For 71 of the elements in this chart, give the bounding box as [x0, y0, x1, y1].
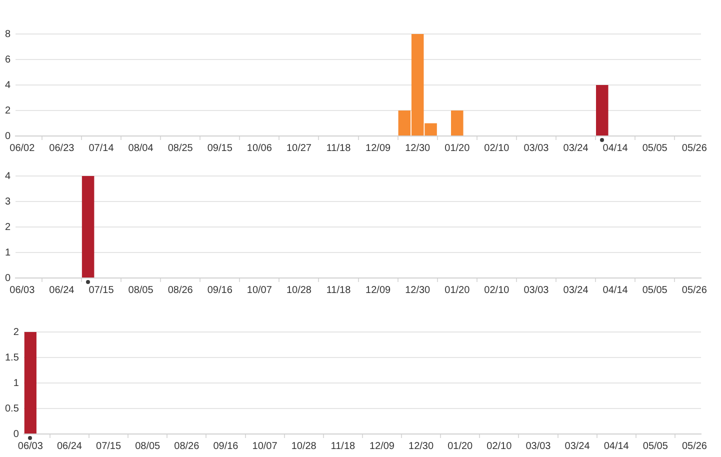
x-tick-label: 04/14 — [602, 142, 628, 154]
y-tick-label: 2 — [5, 222, 11, 233]
x-tick-label: 11/18 — [326, 142, 352, 154]
x-tick-label: 08/05 — [135, 440, 161, 452]
x-tick-label: 12/30 — [408, 440, 434, 452]
x-tick-label: 02/10 — [484, 284, 510, 296]
x-tick-label: 01/20 — [448, 440, 474, 452]
x-tick-label: 03/03 — [524, 284, 550, 296]
x-tick-label: 10/07 — [252, 440, 278, 452]
y-tick-label: 4 — [5, 170, 11, 182]
x-tick-label: 01/20 — [444, 284, 470, 296]
y-tick-label: 2 — [5, 105, 11, 116]
y-tick-label: 4 — [5, 80, 11, 91]
x-tick-label: 07/15 — [88, 284, 114, 296]
x-tick-label: 09/16 — [207, 284, 233, 296]
y-tick-label: 2 — [13, 326, 20, 338]
x-tick-label: 02/10 — [486, 440, 512, 452]
x-tick-label: 04/14 — [602, 284, 628, 296]
x-tick-label: 06/03 — [18, 440, 44, 452]
x-tick-label: 12/30 — [405, 142, 431, 154]
x-tick-label: 10/06 — [246, 142, 272, 154]
x-tick-label: 05/26 — [682, 284, 708, 296]
y-tick-label: 0 — [13, 428, 20, 440]
x-tick-label: 04/14 — [604, 440, 630, 452]
x-tick-label: 11/18 — [326, 284, 352, 296]
x-tick-label: 07/14 — [88, 142, 114, 154]
x-tick-label: 03/03 — [524, 142, 550, 154]
y-tick-label: 3 — [5, 196, 11, 208]
x-tick-label: 10/28 — [291, 440, 317, 452]
y-tick-label: 8 — [5, 28, 11, 40]
x-tick-label: 06/03 — [10, 284, 36, 296]
y-tick-label: 6 — [5, 54, 11, 66]
bar — [451, 110, 464, 136]
x-tick-label: 09/16 — [213, 440, 239, 452]
x-tick-label: 07/15 — [96, 440, 122, 452]
y-tick-label: 1 — [5, 247, 11, 258]
y-tick-label: 0 — [5, 272, 11, 284]
x-tick-label: 06/02 — [10, 142, 36, 154]
x-tick-label: 12/09 — [369, 440, 395, 452]
x-tick-label: 06/24 — [49, 284, 75, 296]
x-tick-label: 05/05 — [642, 284, 668, 296]
y-tick-label: 1.5 — [4, 352, 20, 364]
x-tick-label: 05/05 — [642, 142, 668, 154]
x-tick-label: 01/20 — [444, 142, 470, 154]
bar — [596, 85, 608, 136]
x-tick-label: 03/24 — [564, 440, 590, 452]
x-tick-label: 05/26 — [682, 440, 708, 452]
y-tick-label: 0 — [5, 130, 11, 142]
x-tick-label: 03/03 — [526, 440, 552, 452]
x-tick-label: 03/24 — [563, 284, 589, 296]
x-tick-label: 10/27 — [286, 142, 312, 154]
x-tick-label: 08/25 — [168, 142, 194, 154]
y-tick-label: 1 — [13, 378, 20, 389]
x-tick-label: 02/10 — [484, 142, 510, 154]
x-tick-label: 08/05 — [128, 284, 154, 296]
x-tick-label: 08/26 — [174, 440, 200, 452]
x-tick-label: 09/15 — [207, 142, 233, 154]
x-tick-label: 11/18 — [330, 440, 356, 452]
x-tick-label: 06/23 — [49, 142, 75, 154]
x-tick-label: 12/09 — [366, 284, 391, 296]
x-tick-label: 10/28 — [286, 284, 312, 296]
x-tick-label: 03/24 — [563, 142, 589, 154]
y-tick-label: 0.5 — [4, 403, 20, 414]
x-tick-label: 05/05 — [642, 440, 668, 452]
x-tick-label: 12/30 — [405, 284, 431, 296]
x-tick-label: 12/09 — [366, 142, 391, 154]
x-tick-label: 05/26 — [682, 142, 708, 154]
x-tick-label: 06/24 — [56, 440, 82, 452]
x-tick-label: 10/07 — [246, 284, 272, 296]
x-tick-label: 08/04 — [128, 142, 154, 154]
x-tick-label: 08/26 — [168, 284, 194, 296]
